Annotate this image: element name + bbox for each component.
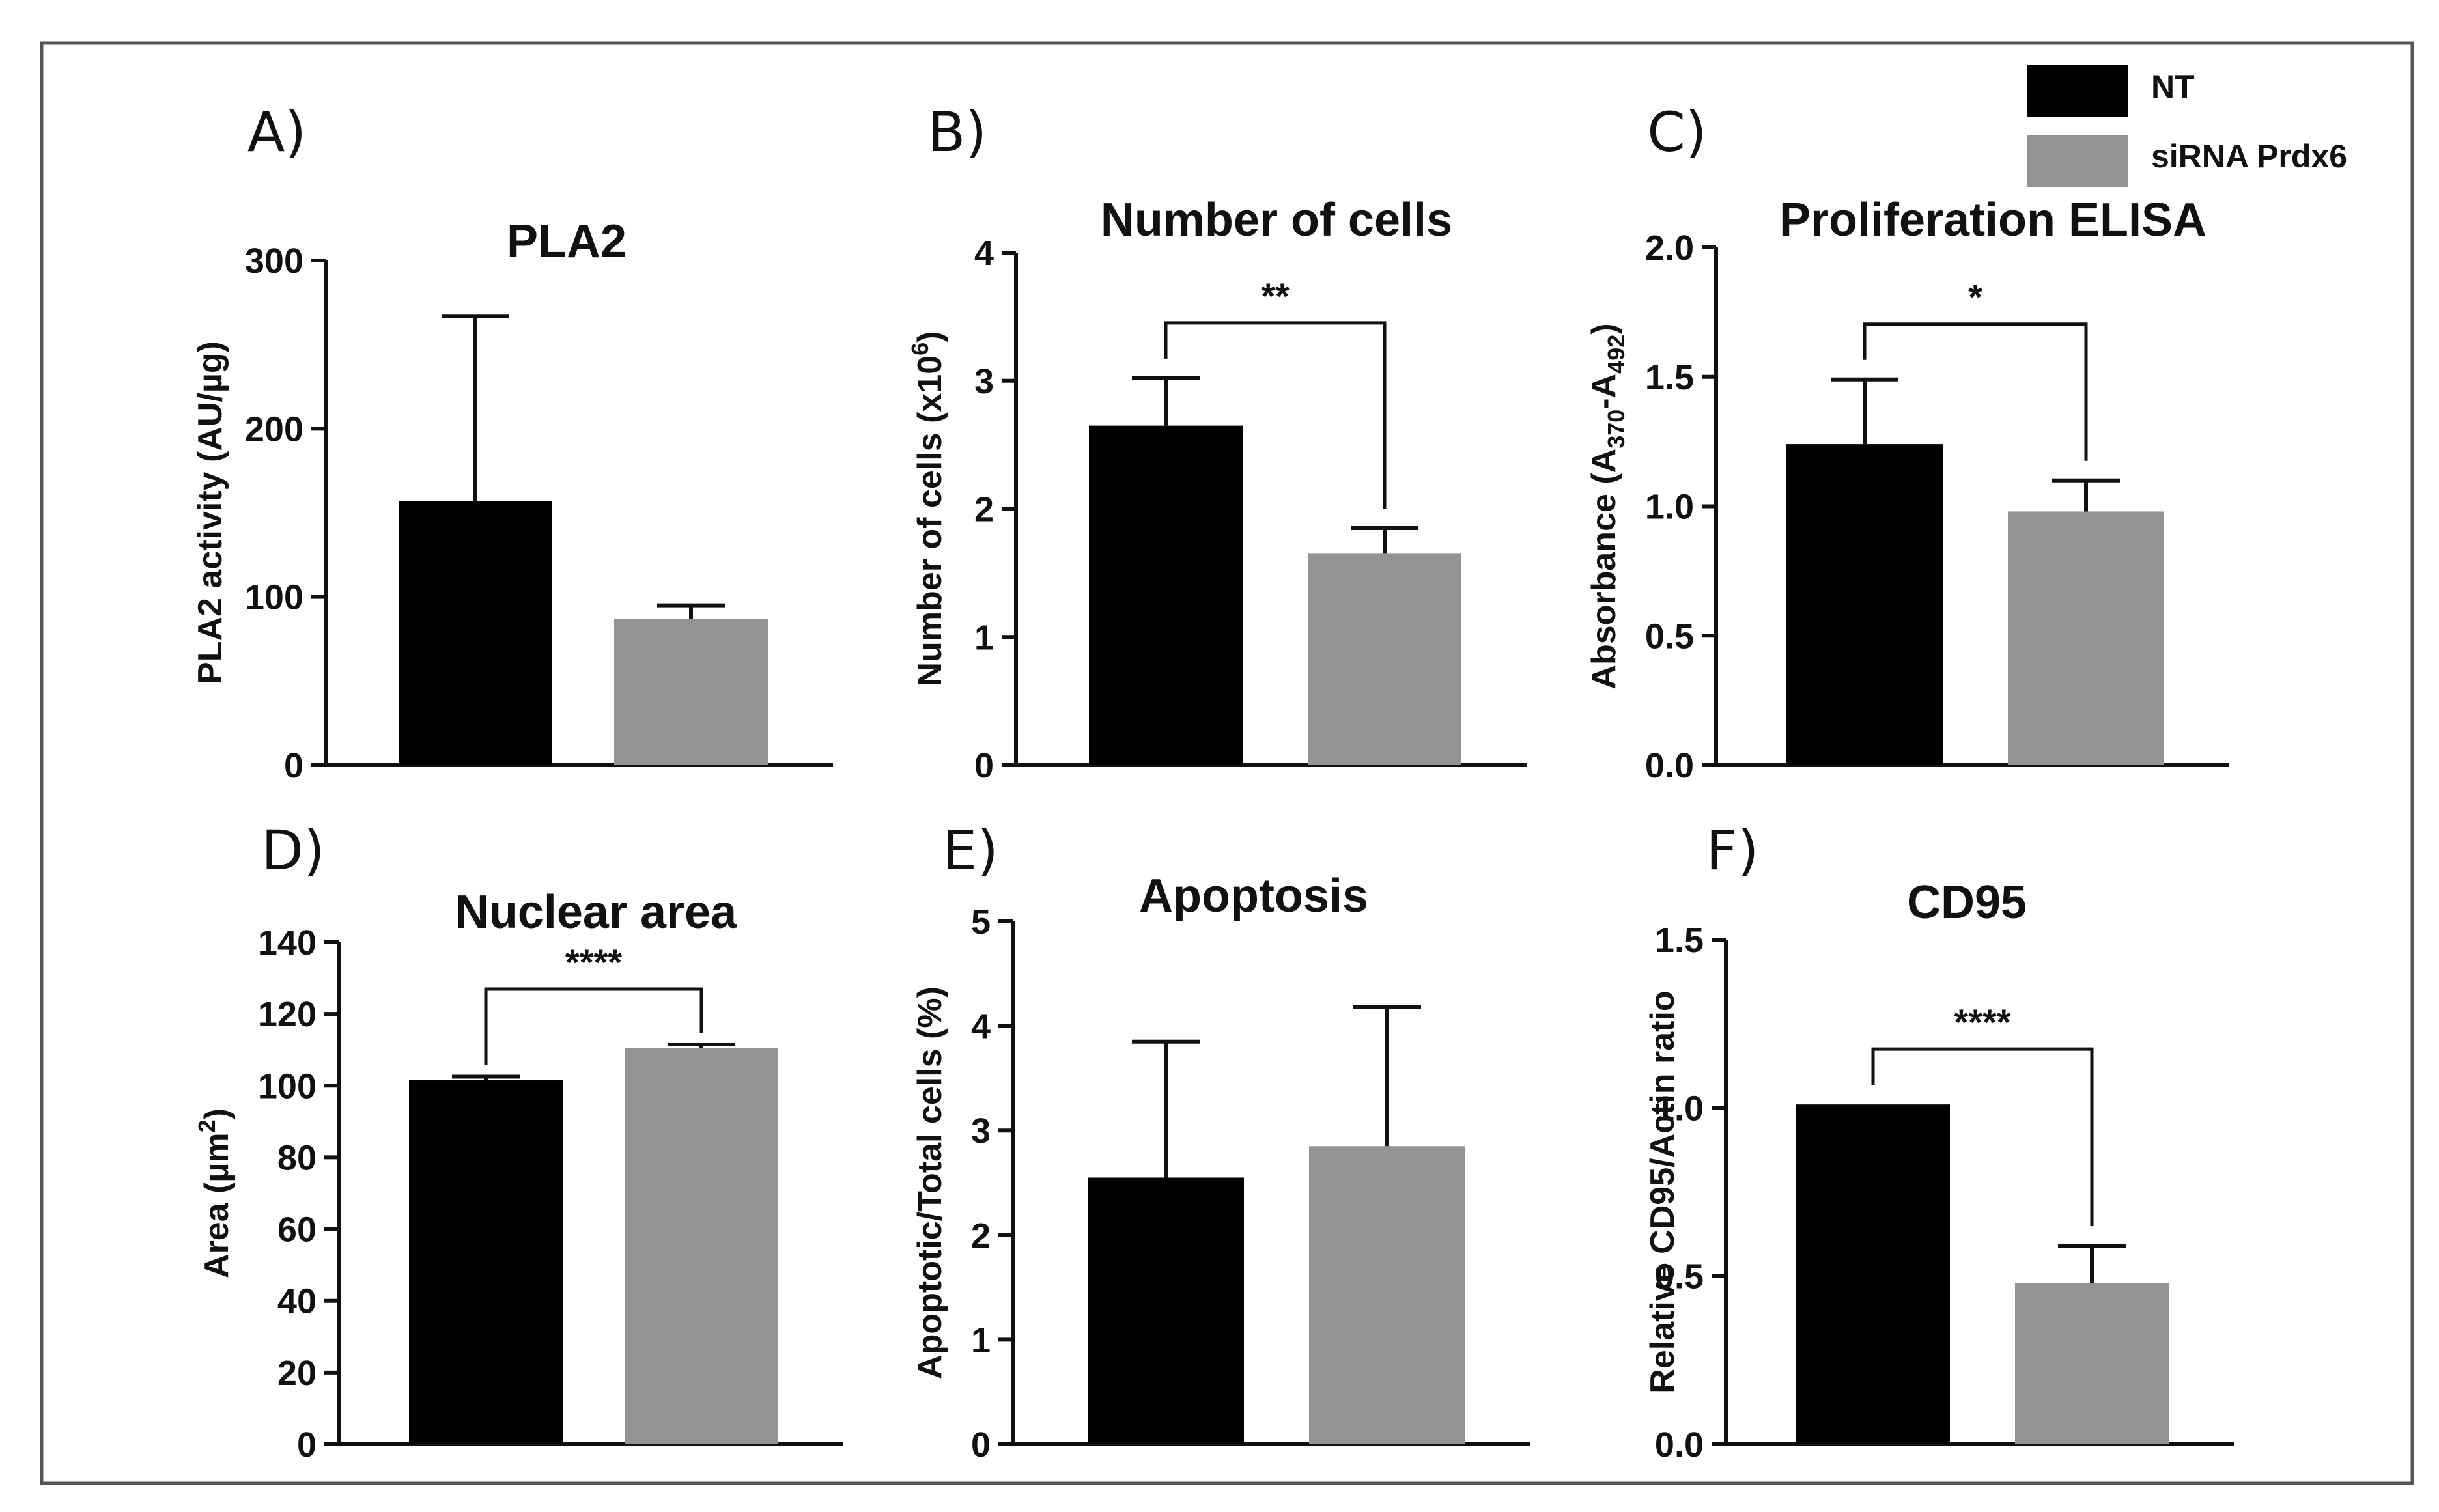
y-tick-label: 4 [974, 234, 994, 273]
y-axis-label-text: ) [1585, 323, 1623, 334]
bar-sirna-prdx6 [2015, 1283, 2169, 1444]
chart-title: Number of cells [1101, 194, 1452, 246]
y-tick-label: 100 [258, 1067, 317, 1106]
significance-bracket [1871, 1047, 2094, 1227]
y-axis-label-text: Number of cells (x10 [911, 356, 949, 687]
bar-sirna-prdx6 [625, 1048, 778, 1444]
bar-sirna-prdx6 [614, 619, 768, 765]
y-tick-label: 1.5 [1645, 358, 1694, 397]
significance-label: ** [1261, 275, 1290, 316]
bar-nt [1786, 444, 1943, 765]
chart-panel-1: A) PLA2 0 100 200 300 PLA2 activity (AU/µg) [191, 100, 833, 785]
y-axis-label: Apoptotic/Total cells (%) [911, 987, 949, 1379]
significance-bracket [484, 987, 703, 1065]
y-tick-label: 2 [974, 490, 994, 529]
chart-title: Proliferation ELISA [1779, 194, 2206, 246]
y-tick-label: 40 [277, 1282, 317, 1321]
legend-swatch-sirna-prdx6 [2027, 135, 2128, 187]
y-tick-label: 3 [971, 1112, 991, 1151]
y-axis-label-text: Area (µm [198, 1132, 236, 1278]
y-axis-label: Absorbance (A370-A492) [1585, 323, 1629, 689]
chart-panel-5: E) Apoptosis 0 1 2 3 4 5 Apoptotic/Total cells (… [911, 819, 1530, 1464]
chart-title: CD95 [1907, 876, 2027, 929]
y-axis-label-sup: 6 [907, 343, 933, 356]
y-tick-label: 140 [258, 923, 317, 962]
y-tick-label: 120 [258, 995, 317, 1034]
panel-letter: A) [247, 100, 306, 164]
y-axis-label-text: Absorbance (A [1585, 449, 1623, 690]
panel-letter: C) [1647, 100, 1706, 164]
y-tick-label: 4 [971, 1007, 991, 1046]
y-axis-label-text: Relative CD95/Actin ratio [1644, 990, 1682, 1393]
y-tick-label: 200 [245, 410, 303, 449]
chart-panel-3: C) Proliferation ELISA 0.0 0.5 1.0 1.5 2.0 Abso… [1585, 100, 2229, 785]
bar-nt [1089, 425, 1243, 765]
y-axis-label: PLA2 activity (AU/µg) [191, 341, 229, 684]
panel-letter: F) [1706, 819, 1758, 882]
legend-label: NT [2151, 68, 2195, 105]
y-tick-label: 0 [971, 1425, 991, 1464]
y-tick-label: 0.0 [1645, 746, 1694, 785]
chart-title: Apoptosis [1139, 870, 1368, 922]
y-tick-label: 1.5 [1655, 921, 1704, 960]
y-tick-label: 2.0 [1645, 229, 1694, 268]
chart-panel-6: F) CD95 0.0 0.5 1.0 1.5 Relative CD95/Actin ra… [1644, 819, 2234, 1464]
significance-label: **** [1954, 1001, 2010, 1043]
y-tick-label: 0 [297, 1425, 317, 1464]
y-axis-label-text: -A [1585, 374, 1623, 410]
bar-sirna-prdx6 [1308, 553, 1461, 765]
bar-sirna-prdx6 [1309, 1146, 1465, 1444]
y-axis-label: Number of cells (x106) [907, 331, 949, 687]
panel-letter: D) [261, 819, 324, 882]
y-tick-label: 80 [277, 1138, 317, 1177]
bar-nt [1088, 1177, 1244, 1444]
significance-label: **** [565, 942, 622, 983]
y-tick-label: 0 [974, 746, 994, 785]
significance-bracket [1164, 321, 1387, 509]
y-tick-label: 0.5 [1645, 617, 1694, 656]
chart-panel-4: D) Nuclear area 0 20 40 60 80 100 120 140 Area (µm… [193, 819, 843, 1464]
chart-title: PLA2 [507, 216, 627, 268]
y-tick-label: 1 [971, 1321, 991, 1360]
bar-sirna-prdx6 [2008, 511, 2164, 765]
y-axis-label-sub: 370 [1603, 410, 1629, 449]
y-tick-label: 100 [245, 578, 303, 617]
y-axis-label-text: PLA2 activity (AU/µg) [191, 341, 229, 684]
legend: NT siRNA Prdx6 [2027, 65, 2347, 187]
y-tick-label: 1.0 [1645, 488, 1694, 527]
bar-nt [409, 1080, 563, 1444]
y-tick-label: 3 [974, 362, 994, 401]
y-tick-label: 1 [974, 618, 994, 657]
y-tick-label: 0.5 [1655, 1257, 1704, 1296]
chart-panel-2: B) Number of cells 0 1 2 3 4 Number of cells (x… [907, 100, 1527, 785]
significance-label: * [1968, 277, 1982, 318]
y-tick-label: 0 [284, 746, 303, 785]
y-tick-label: 1.0 [1655, 1089, 1704, 1128]
bar-nt [1796, 1104, 1950, 1444]
y-axis-label-sup: 2 [193, 1119, 220, 1132]
y-axis-label-text: ) [911, 331, 949, 343]
panel-letter: B) [928, 100, 987, 164]
y-axis-label-text: ) [198, 1108, 236, 1119]
y-tick-label: 60 [277, 1211, 317, 1250]
y-tick-label: 5 [971, 903, 991, 942]
bar-nt [399, 501, 552, 765]
chart-title: Nuclear area [455, 886, 737, 938]
y-axis-label-text: Apoptotic/Total cells (%) [911, 987, 949, 1379]
y-tick-label: 300 [245, 242, 303, 281]
y-axis-label: Relative CD95/Actin ratio [1644, 990, 1682, 1393]
y-axis-label: Area (µm2) [193, 1108, 236, 1278]
legend-label: siRNA Prdx6 [2151, 138, 2347, 175]
y-axis-label-sub: 492 [1603, 335, 1629, 374]
legend-swatch-nt [2027, 65, 2128, 117]
y-tick-label: 2 [971, 1216, 991, 1255]
y-tick-label: 0.0 [1655, 1425, 1704, 1464]
significance-bracket [1863, 322, 2088, 461]
panel-letter: E) [942, 819, 998, 882]
y-tick-label: 20 [277, 1354, 317, 1393]
